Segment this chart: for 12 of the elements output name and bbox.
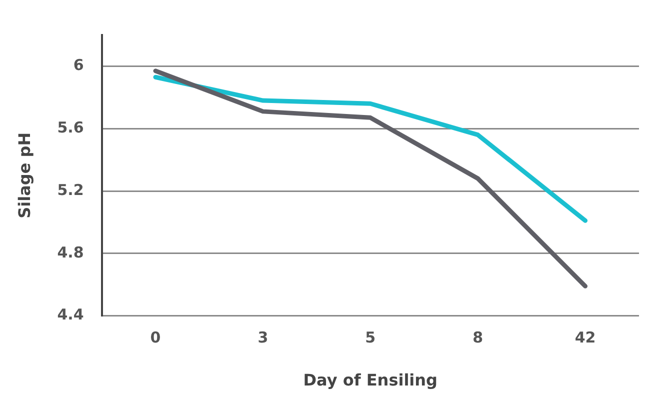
y-tick-label: 5.2 [57,180,84,199]
y-tick-label: 4.8 [57,243,84,262]
x-tick-label: 42 [574,328,596,347]
x-tick-label: 3 [258,328,268,347]
y-tick-label: 4.4 [57,306,84,324]
x-tick-label: 0 [150,328,161,347]
y-tick-label: 5.6 [57,118,84,136]
x-axis-title: Day of Ensiling [303,370,438,390]
y-axis-title: Silage pH [14,132,34,218]
x-tick-label: 8 [472,328,484,347]
x-tick-label: 5 [365,328,376,347]
y-tick-label: 6 [73,56,84,74]
